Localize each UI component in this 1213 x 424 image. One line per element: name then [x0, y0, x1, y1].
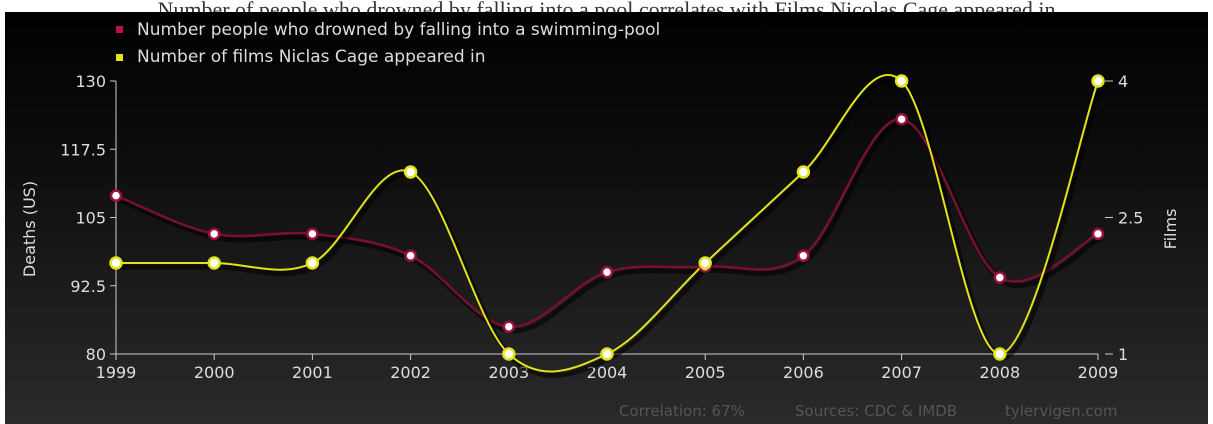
correlation-label: Correlation: 67%: [619, 402, 745, 420]
x-axis-tick-label: 2009: [1078, 363, 1119, 382]
data-point-films: [1091, 74, 1105, 88]
chart-panel: Number people who drowned by falling int…: [5, 12, 1208, 424]
chart: Number people who drowned by falling int…: [20, 20, 1180, 420]
data-point-films: [993, 347, 1007, 361]
data-point-films: [109, 256, 123, 270]
data-point-drownings: [109, 189, 123, 202]
x-axis-tick-label: 2003: [488, 363, 529, 382]
sources-label: Sources: CDC & IMDB: [795, 402, 957, 420]
data-point-films: [796, 165, 811, 179]
x-axis-tick-label: 2002: [390, 363, 431, 382]
x-axis-tick-label: 2006: [783, 363, 824, 382]
data-point-drownings: [306, 227, 319, 241]
right-axis-title: Films: [1161, 209, 1180, 250]
data-point-drownings: [404, 249, 417, 262]
data-point-drownings: [797, 249, 810, 262]
data-point-drownings: [600, 265, 614, 279]
ticks: 80 92.5 105 117.5 130 1 2.5 4 1999 2000 2001 2002 20…: [60, 72, 1143, 382]
x-axis-tick-label: 2005: [685, 363, 726, 382]
legend-swatch-films: [116, 54, 123, 61]
left-axis-tick-label: 105: [75, 209, 106, 228]
data-point-films: [207, 256, 221, 270]
left-axis-tick-label: 92.5: [70, 277, 106, 296]
page-title: Number of people who drowned by falling …: [0, 0, 1213, 12]
site-label: tylervigen.com: [1005, 402, 1117, 420]
legend-label-drownings: Number people who drowned by falling int…: [137, 20, 660, 40]
data-point-films: [403, 165, 418, 179]
data-point-drownings: [1091, 227, 1105, 241]
data-point-films: [305, 256, 320, 270]
series-points: [109, 74, 1105, 361]
data-point-films: [600, 347, 614, 361]
series-line-drownings: [115, 117, 1099, 328]
data-point-drownings: [502, 320, 516, 333]
right-axis-tick-label: 1: [1118, 345, 1128, 364]
data-point-films: [502, 347, 516, 361]
x-axis-tick-label: 1999: [96, 363, 137, 382]
series-shadow-films: [119, 76, 1104, 378]
x-axis-tick-label: 2007: [881, 363, 922, 382]
left-axis-tick-label: 80: [86, 345, 106, 364]
right-axis-tick-label: 2.5: [1118, 209, 1143, 228]
series-lines: [115, 73, 1104, 378]
left-axis-tick-label: 130: [75, 72, 106, 91]
data-point-drownings: [895, 112, 908, 126]
x-axis-tick-label: 2008: [979, 363, 1020, 382]
left-axis-title: Deaths (US): [20, 181, 39, 277]
left-axis-tick-label: 117.5: [60, 140, 106, 159]
legend: Number people who drowned by falling int…: [116, 20, 660, 67]
x-axis-tick-label: 2000: [194, 363, 235, 382]
data-point-films: [894, 74, 909, 88]
x-axis-tick-label: 2001: [292, 363, 333, 382]
legend-swatch-drownings: [116, 26, 123, 33]
data-point-drownings: [993, 271, 1007, 284]
legend-label-films: Number of films Niclas Cage appeared in: [137, 47, 486, 67]
data-point-drownings: [207, 227, 221, 241]
data-point-films: [698, 256, 712, 270]
right-axis-tick-label: 4: [1118, 72, 1128, 91]
x-axis-tick-label: 2004: [587, 363, 628, 382]
